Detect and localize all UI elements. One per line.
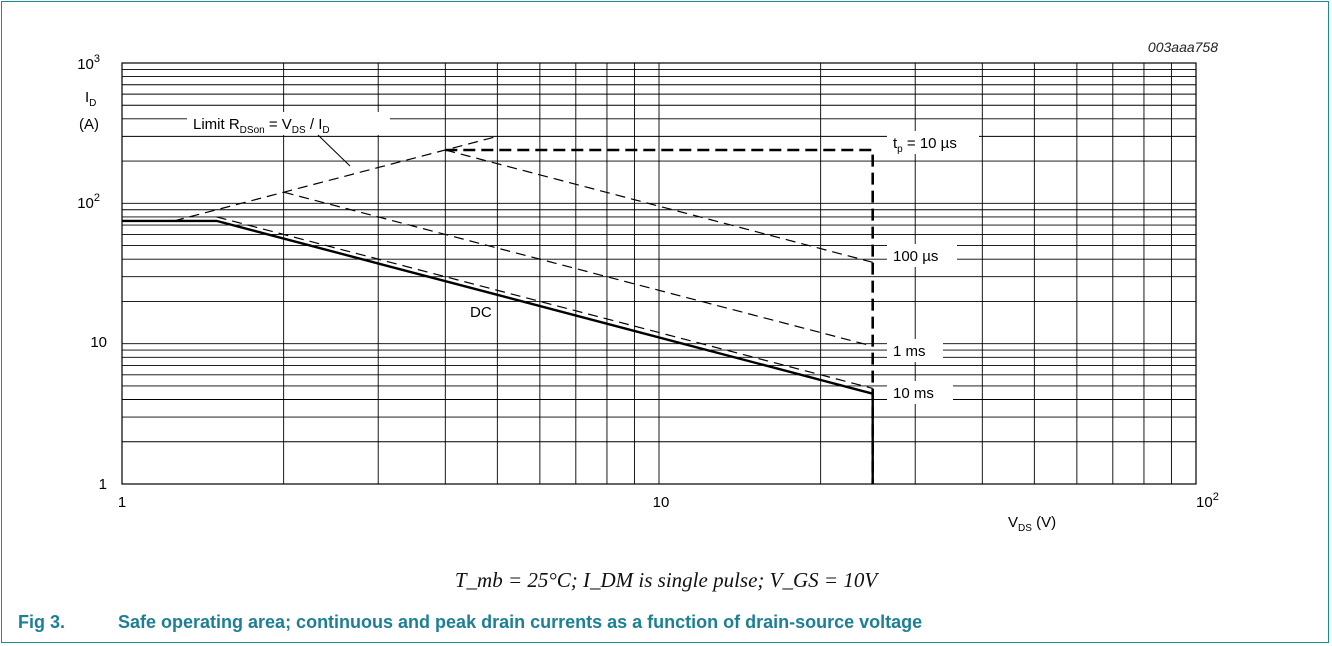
label-layer: 003aaa758 103 102 10 1 1 10 102 ID (A) V… (77, 39, 1219, 534)
series-100-s (445, 149, 873, 263)
figure-caption: Fig 3. Safe operating area; continuous an… (18, 612, 922, 633)
y-axis-unit: (A) (79, 116, 99, 133)
x-tick-label-1: 1 (118, 494, 126, 511)
x-tick-label-10: 10 (653, 494, 670, 511)
series-t-p-10-s (445, 148, 875, 484)
ms10-label: 10 ms (893, 385, 934, 402)
limit-rdson-label: Limit RDSon = VDS / ID (193, 116, 330, 136)
dc-label: DC (470, 304, 492, 321)
tp-label-bg (887, 131, 979, 154)
limit-label-leader (317, 134, 351, 167)
series-limit-r-dson-v-ds-i-d (173, 135, 498, 222)
series-dc (122, 219, 874, 484)
limit-label-bg (187, 112, 390, 135)
y-tick-label-100: 102 (77, 192, 100, 212)
series-10-ms (216, 216, 873, 389)
x-axis-label: VDS (V) (1008, 514, 1056, 534)
ms10-label-bg (887, 381, 953, 404)
us100-label-bg (887, 244, 957, 267)
series-layer (122, 135, 875, 484)
test-conditions: T_mb = 25°C; I_DM is single pulse; V_GS … (454, 568, 878, 592)
y-tick-label-1000: 103 (77, 53, 100, 73)
us100-label: 100 µs (893, 248, 938, 265)
ms1-label: 1 ms (893, 343, 926, 360)
figure-title: Safe operating area; continuous and peak… (118, 612, 923, 632)
tp-10us-label: tp = 10 µs (893, 135, 957, 155)
y-tick-label-10: 10 (90, 334, 107, 351)
figure-number: Fig 3. (18, 612, 66, 632)
y-axis-label: ID (85, 89, 96, 109)
plot-border (121, 62, 1197, 485)
figure-code: 003aaa758 (1148, 39, 1218, 55)
ms1-label-bg (887, 339, 943, 362)
series-1-ms (283, 191, 873, 347)
x-tick-label-100: 102 (1196, 491, 1219, 511)
grid (122, 63, 1196, 484)
y-tick-label-1: 1 (99, 476, 107, 493)
